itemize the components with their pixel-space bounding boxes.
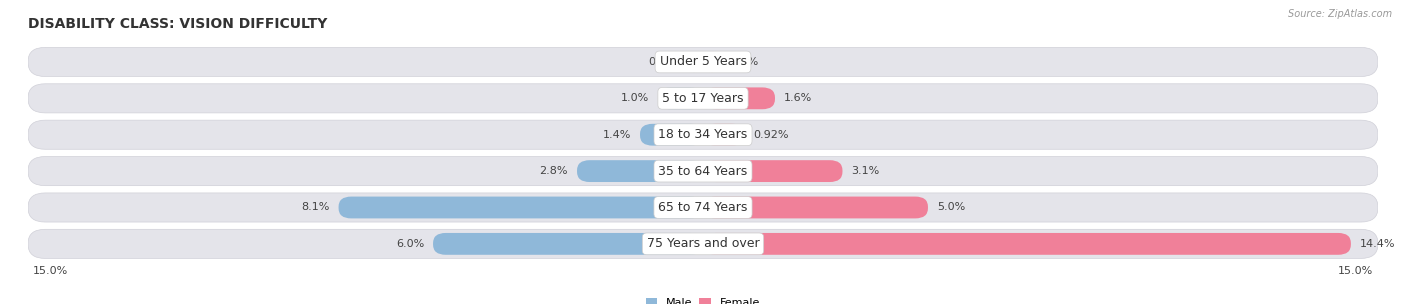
FancyBboxPatch shape <box>28 120 1378 149</box>
Text: 2.8%: 2.8% <box>540 166 568 176</box>
Text: DISABILITY CLASS: VISION DIFFICULTY: DISABILITY CLASS: VISION DIFFICULTY <box>28 17 328 31</box>
FancyBboxPatch shape <box>658 88 703 109</box>
Text: 1.0%: 1.0% <box>621 93 650 103</box>
Text: 5.0%: 5.0% <box>936 202 965 212</box>
Text: 0.92%: 0.92% <box>754 130 789 140</box>
Text: Source: ZipAtlas.com: Source: ZipAtlas.com <box>1288 9 1392 19</box>
Text: 6.0%: 6.0% <box>396 239 425 249</box>
FancyBboxPatch shape <box>28 84 1378 113</box>
Text: 75 Years and over: 75 Years and over <box>647 237 759 250</box>
Text: 65 to 74 Years: 65 to 74 Years <box>658 201 748 214</box>
FancyBboxPatch shape <box>640 124 703 146</box>
Text: 14.4%: 14.4% <box>1360 239 1395 249</box>
Text: 18 to 34 Years: 18 to 34 Years <box>658 128 748 141</box>
FancyBboxPatch shape <box>703 233 1351 255</box>
Legend: Male, Female: Male, Female <box>641 294 765 304</box>
Text: 35 to 64 Years: 35 to 64 Years <box>658 164 748 178</box>
Text: 0.0%: 0.0% <box>648 57 676 67</box>
Text: Under 5 Years: Under 5 Years <box>659 55 747 68</box>
FancyBboxPatch shape <box>703 197 928 218</box>
Text: 15.0%: 15.0% <box>32 266 67 276</box>
FancyBboxPatch shape <box>433 233 703 255</box>
FancyBboxPatch shape <box>28 229 1378 258</box>
Text: 1.6%: 1.6% <box>785 93 813 103</box>
Text: 5 to 17 Years: 5 to 17 Years <box>662 92 744 105</box>
Text: 8.1%: 8.1% <box>301 202 329 212</box>
Text: 0.0%: 0.0% <box>730 57 758 67</box>
FancyBboxPatch shape <box>28 193 1378 222</box>
FancyBboxPatch shape <box>685 51 703 73</box>
FancyBboxPatch shape <box>339 197 703 218</box>
FancyBboxPatch shape <box>28 157 1378 186</box>
FancyBboxPatch shape <box>703 160 842 182</box>
FancyBboxPatch shape <box>576 160 703 182</box>
Text: 3.1%: 3.1% <box>852 166 880 176</box>
Text: 1.4%: 1.4% <box>603 130 631 140</box>
FancyBboxPatch shape <box>703 51 721 73</box>
Text: 15.0%: 15.0% <box>1339 266 1374 276</box>
FancyBboxPatch shape <box>703 124 744 146</box>
FancyBboxPatch shape <box>703 88 775 109</box>
FancyBboxPatch shape <box>28 47 1378 77</box>
